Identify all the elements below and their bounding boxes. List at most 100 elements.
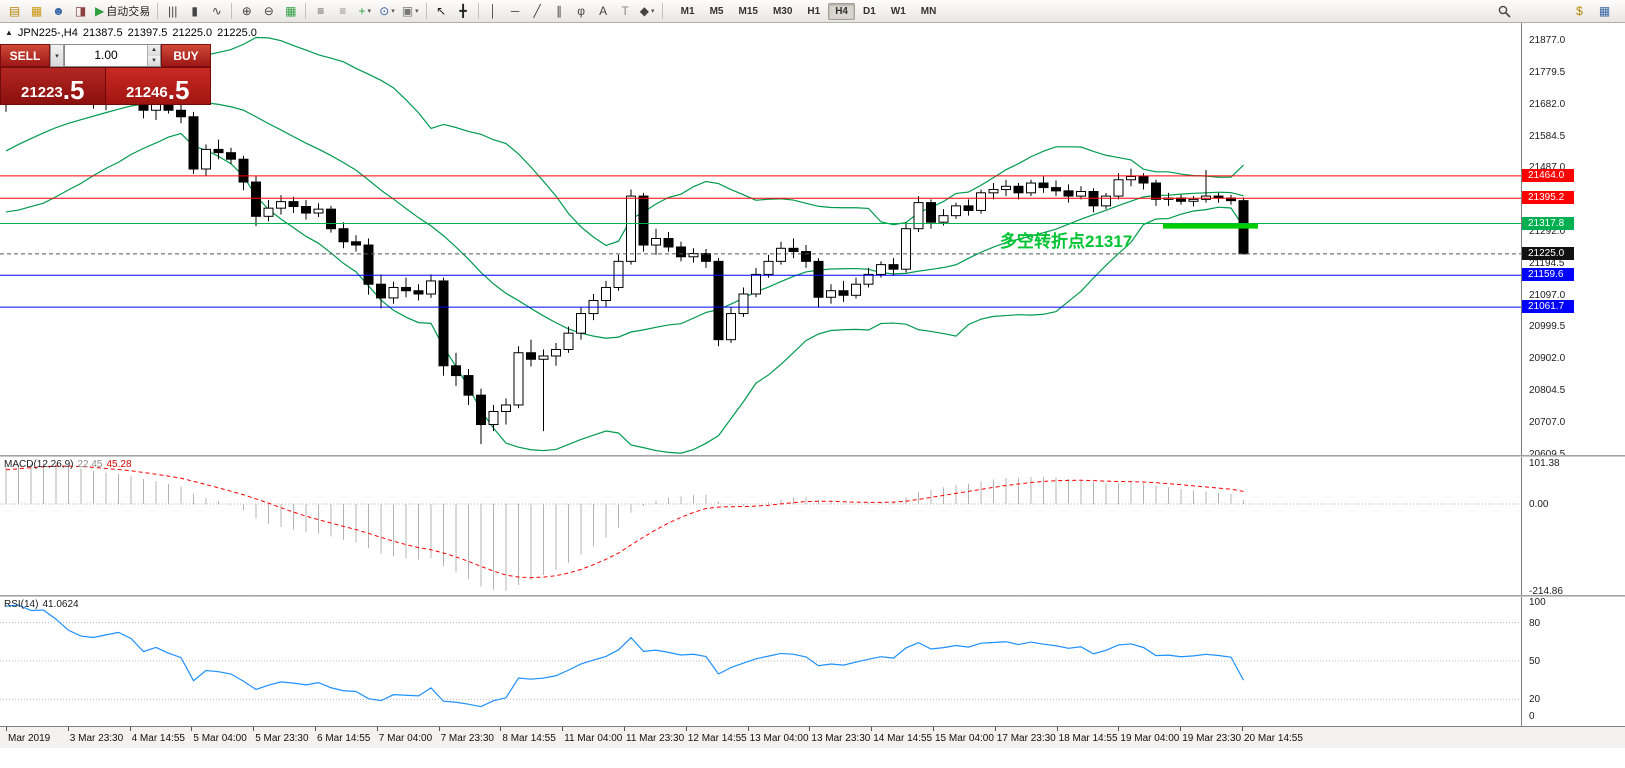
candle-body (363, 244, 374, 285)
timeframe-m5[interactable]: M5 (709, 5, 724, 17)
time-tick (562, 727, 564, 731)
panel-separator[interactable] (0, 455, 1625, 457)
deposit-icon-glyph: $ (1576, 4, 1583, 18)
toolbar-separator (425, 3, 427, 19)
vertical-line-icon[interactable]: │ (483, 2, 504, 21)
chart-window-icon[interactable]: ▦ (26, 2, 47, 21)
time-axis-label: 12 Mar 14:55 (687, 733, 747, 744)
templates-icon[interactable]: ▣ ▾ (399, 2, 422, 21)
zoom-in-icon[interactable]: ⊕ (236, 2, 257, 21)
sell-button[interactable]: SELL (0, 44, 50, 67)
sell-price-pip: .5 (62, 74, 85, 105)
templates-icon-dropdown[interactable]: ▾ (415, 8, 419, 15)
candle-body (713, 260, 724, 341)
autotrade-button[interactable]: ▶ 自动交易 (92, 2, 153, 21)
candle-body (901, 228, 911, 270)
cursor-icon[interactable]: ↖ (431, 2, 452, 21)
channel-icon[interactable]: ∥ (549, 2, 570, 21)
candle-body (1113, 179, 1124, 197)
profile-icon[interactable]: ☻ (48, 2, 69, 21)
candlestick-chart-icon[interactable]: ▮ (184, 2, 205, 21)
candle-body (1138, 175, 1149, 184)
trendline-icon[interactable]: ╱ (527, 2, 548, 21)
indicators-icon-dropdown[interactable]: ▾ (367, 8, 371, 15)
market-watch-icon-glyph: ◨ (74, 4, 87, 18)
candle-body (601, 286, 611, 302)
search-symbol-icon[interactable] (1494, 2, 1515, 21)
price-axis[interactable]: 21877.021779.521682.021584.521487.021389… (1521, 22, 1625, 726)
timeframe-m30[interactable]: M30 (772, 5, 793, 17)
timeframe-w1[interactable]: W1 (890, 5, 906, 17)
arrange-ascending-icon[interactable]: ≡ (332, 2, 353, 21)
time-tick (1242, 727, 1243, 731)
crosshair-icon[interactable]: ╋ (453, 2, 474, 21)
rsi-axis-label: 0 (1529, 711, 1535, 722)
chart-canvas[interactable] (0, 22, 1521, 726)
zoom-out-icon[interactable]: ⊖ (258, 2, 279, 21)
time-tick (315, 727, 316, 731)
sell-price-display[interactable]: 21223.5 (0, 67, 106, 105)
time-tick (129, 727, 131, 731)
timeframe-d1[interactable]: D1 (862, 5, 876, 17)
candle-body (188, 116, 199, 170)
line-chart-icon[interactable]: ∿ (206, 2, 227, 21)
rsi-name: RSI(14) (4, 599, 39, 610)
symbol-trend-icon: ▲ (5, 28, 13, 37)
vertical-line-icon-glyph: │ (489, 4, 497, 18)
candle-body (888, 264, 899, 270)
panel-separator[interactable] (0, 595, 1625, 597)
time-axis-label: 3 Mar 23:30 (69, 733, 124, 744)
autotrade-button-glyph: ▶ (95, 4, 105, 18)
community-icon[interactable]: ▦ (1594, 2, 1615, 21)
price-tag-21061.7: 21061.7 (1522, 300, 1574, 314)
tile-windows-icon[interactable]: ▦ (280, 2, 301, 21)
periods-icon-dropdown[interactable]: ▾ (391, 8, 395, 15)
buy-price-display[interactable]: 21246.5 (105, 67, 211, 105)
deposit-icon[interactable]: $ (1569, 2, 1590, 21)
price-tag-21317.8: 21317.8 (1522, 216, 1574, 230)
candle-body (1038, 182, 1049, 189)
text-icon[interactable]: A (593, 2, 614, 21)
volume-down-icon[interactable]: ▼ (148, 55, 160, 66)
candle-body (338, 228, 349, 243)
timeframe-h1[interactable]: H1 (807, 5, 821, 17)
candle-body (288, 201, 299, 208)
time-axis-label: 4 Mar 14:55 (131, 733, 185, 744)
chart-objects[interactable] (0, 175, 1521, 308)
timeframe-mn[interactable]: MN (920, 5, 937, 17)
arrange-descending-icon[interactable]: ≡ (310, 2, 331, 21)
fibonacci-icon[interactable]: φ (571, 2, 592, 21)
volume-input[interactable]: 1.00 (94, 48, 118, 62)
chart-annotation[interactable]: 多空转折点21317 (1000, 232, 1133, 251)
bar-chart-icon[interactable]: ||| (162, 2, 183, 21)
periods-icon[interactable]: ⊙ ▾ (376, 2, 398, 21)
time-axis[interactable]: Mar 2019 3 Mar 23:30 4 Mar 14:55 5 Mar 04:0… (0, 726, 1625, 748)
time-tick (871, 727, 873, 731)
trendline-icon-glyph: ╱ (533, 4, 541, 18)
market-watch-icon[interactable]: ◨ (70, 2, 91, 21)
shapes-icon[interactable]: ◆ ▾ (637, 2, 658, 21)
horizontal-line-icon[interactable]: ─ (505, 2, 526, 21)
candle-body (488, 410, 499, 426)
indicators-icon[interactable]: + ▾ (354, 2, 375, 21)
rsi-line (5, 604, 1245, 708)
shapes-icon-dropdown[interactable]: ▾ (651, 8, 655, 15)
candle-body (301, 206, 311, 214)
candle-body (676, 246, 686, 258)
text-icon-glyph: A (599, 4, 608, 18)
trade-options-dropdown[interactable]: ▾ (50, 44, 64, 67)
volume-up-icon[interactable]: ▲ (148, 45, 160, 56)
candle-body (801, 251, 811, 262)
timeframe-m1[interactable]: M1 (680, 5, 695, 17)
time-axis-label: 5 Mar 23:30 (255, 733, 309, 744)
toolbar-separator (661, 3, 663, 19)
time-axis-label: 19 Mar 23:30 (1182, 733, 1242, 744)
new-order-icon[interactable]: ▤ (4, 2, 25, 21)
price-tag-21159.6: 21159.6 (1522, 268, 1574, 282)
timeframe-h4[interactable]: H4 (828, 2, 855, 20)
label-icon[interactable]: T (615, 2, 636, 21)
buy-button[interactable]: BUY (161, 44, 211, 67)
timeframe-m15[interactable]: M15 (738, 5, 758, 17)
candle-body (201, 148, 211, 170)
candle-body (838, 290, 849, 296)
